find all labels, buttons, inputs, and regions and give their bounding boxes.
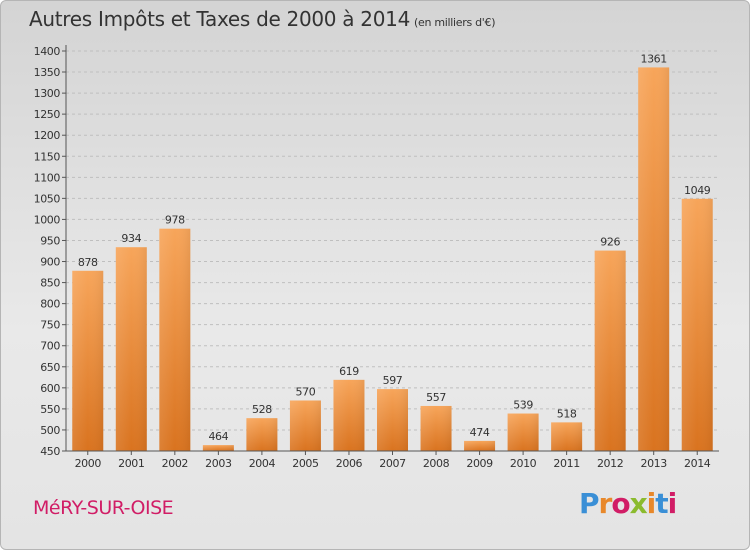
y-tick-label: 600	[40, 382, 60, 395]
bar-sheen	[594, 250, 626, 451]
logo-letter: r	[598, 487, 613, 520]
labels-layer: 878 934 978 464 528 570 619 597 557 474 539 518 926 1…	[78, 52, 711, 443]
x-tick-label: 2010	[510, 457, 537, 470]
x-tick-label: 2005	[292, 457, 319, 470]
y-tick-label: 500	[40, 424, 60, 437]
value-label: 934	[121, 232, 141, 245]
bar-sheen	[551, 422, 583, 451]
y-tick-label: 650	[40, 361, 60, 374]
y-tick-label: 850	[40, 277, 60, 290]
y-tick-label: 1050	[34, 192, 61, 205]
chart-title: Autres Impôts et Taxes de 2000 à 2014 (en…	[29, 7, 495, 31]
y-tick-label: 1200	[34, 129, 61, 142]
y-tick-label: 1400	[34, 45, 61, 58]
logo-letter: i	[646, 487, 657, 520]
bar-sheen	[638, 67, 670, 451]
y-tick-label: 450	[40, 445, 60, 458]
y-tick-label: 1150	[34, 150, 61, 163]
bar-sheen	[333, 379, 365, 451]
logo-letter: t	[655, 487, 668, 520]
value-label: 619	[339, 365, 359, 378]
value-label: 539	[513, 399, 533, 412]
value-label: 474	[470, 426, 490, 439]
bar-sheen	[289, 400, 321, 451]
x-tick-label: 2002	[162, 457, 188, 470]
x-tick-label: 2009	[466, 457, 493, 470]
bar-sheen	[507, 413, 539, 451]
value-label: 878	[78, 256, 98, 269]
bar-sheen	[377, 389, 408, 451]
y-tick-label: 750	[40, 319, 60, 332]
x-tick-label: 2000	[75, 457, 102, 470]
y-tick-label: 550	[40, 403, 60, 416]
value-label: 528	[252, 403, 272, 416]
x-tick-label: 2011	[553, 457, 579, 470]
bar-sheen	[202, 445, 234, 451]
bar-sheen	[72, 270, 104, 451]
x-tick-label: 2006	[336, 457, 363, 470]
logo-letter: o	[611, 487, 630, 520]
logo-letter: i	[667, 487, 678, 520]
y-tick-label: 800	[40, 298, 60, 311]
x-tick-label: 2007	[379, 457, 406, 470]
bar-sheen	[420, 405, 452, 451]
bar-sheen	[115, 247, 147, 451]
bar-sheen	[159, 228, 191, 451]
bars-layer	[72, 67, 713, 451]
logo-letter: P	[579, 487, 600, 520]
proxiti-logo[interactable]: Proxiti	[579, 487, 678, 520]
value-label: 978	[165, 214, 185, 227]
chart-title-text: Autres Impôts et Taxes de 2000 à 2014	[29, 7, 410, 31]
value-label: 557	[426, 391, 446, 404]
y-tick-label: 1100	[34, 171, 61, 184]
x-tick-label: 2003	[205, 457, 232, 470]
value-label: 1361	[640, 52, 666, 65]
y-tick-label: 1300	[34, 87, 61, 100]
logo-letter: x	[629, 487, 648, 520]
x-tick-label: 2013	[640, 457, 667, 470]
y-tick-label: 1250	[34, 108, 61, 121]
y-tick-label: 900	[40, 256, 60, 269]
y-tick-label: 950	[40, 234, 60, 247]
x-tick-label: 2001	[118, 457, 144, 470]
value-label: 518	[557, 407, 577, 420]
axis-layer: 450 500 550 600 650 700 750 800 850 900 950 1000 105…	[34, 45, 719, 470]
x-tick-label: 2004	[249, 457, 276, 470]
commune-name: MéRY-SUR-OISE	[33, 497, 174, 519]
value-label: 464	[208, 430, 228, 443]
bar-sheen	[246, 418, 278, 451]
value-label: 597	[383, 374, 403, 387]
value-label: 1049	[684, 184, 711, 197]
bar-sheen	[464, 440, 496, 451]
y-tick-label: 1000	[34, 213, 61, 226]
bar-sheen	[681, 198, 713, 451]
y-tick-label: 700	[40, 340, 60, 353]
y-tick-label: 1350	[34, 66, 61, 79]
chart-subtitle: (en milliers d'€)	[414, 16, 496, 29]
value-label: 570	[296, 385, 316, 398]
value-label: 926	[600, 236, 620, 249]
x-tick-label: 2008	[423, 457, 450, 470]
x-tick-label: 2012	[597, 457, 623, 470]
x-tick-label: 2014	[684, 457, 711, 470]
